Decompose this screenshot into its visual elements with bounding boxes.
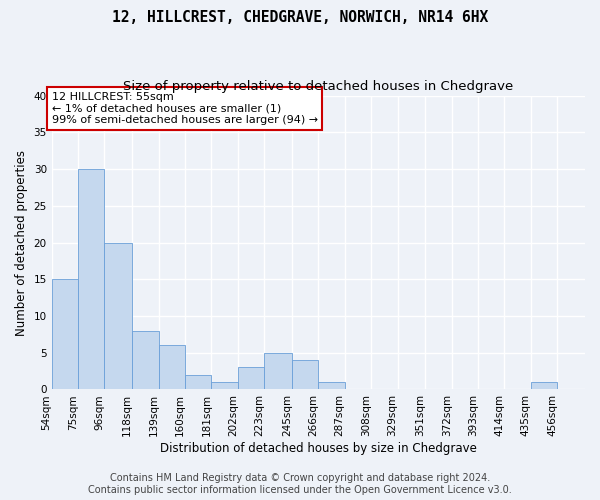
Bar bbox=[185, 375, 211, 390]
Bar bbox=[238, 368, 264, 390]
Bar bbox=[132, 330, 158, 390]
Bar bbox=[292, 360, 319, 390]
Text: Contains HM Land Registry data © Crown copyright and database right 2024.
Contai: Contains HM Land Registry data © Crown c… bbox=[88, 474, 512, 495]
Bar bbox=[264, 352, 292, 390]
Bar bbox=[52, 279, 78, 390]
Bar bbox=[158, 346, 185, 390]
Text: 12, HILLCREST, CHEDGRAVE, NORWICH, NR14 6HX: 12, HILLCREST, CHEDGRAVE, NORWICH, NR14 … bbox=[112, 10, 488, 25]
Title: Size of property relative to detached houses in Chedgrave: Size of property relative to detached ho… bbox=[123, 80, 514, 93]
Bar bbox=[211, 382, 238, 390]
Bar bbox=[78, 169, 104, 390]
Y-axis label: Number of detached properties: Number of detached properties bbox=[15, 150, 28, 336]
Bar bbox=[319, 382, 345, 390]
X-axis label: Distribution of detached houses by size in Chedgrave: Distribution of detached houses by size … bbox=[160, 442, 477, 455]
Text: 12 HILLCREST: 55sqm
← 1% of detached houses are smaller (1)
99% of semi-detached: 12 HILLCREST: 55sqm ← 1% of detached hou… bbox=[52, 92, 318, 125]
Bar bbox=[531, 382, 557, 390]
Bar bbox=[104, 242, 132, 390]
